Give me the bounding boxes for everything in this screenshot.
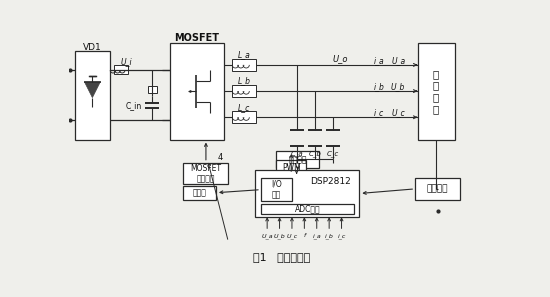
Text: VD1: VD1 [83,43,102,52]
Text: MOSFET: MOSFET [174,33,219,43]
Text: i_c: i_c [338,233,346,239]
Text: C_a: C_a [291,150,304,157]
Text: i_a: i_a [312,233,321,239]
Bar [232,59,256,71]
Text: 采样电路: 采样电路 [427,184,448,193]
Text: U_a: U_a [391,56,405,65]
Text: DSP2812: DSP2812 [310,176,350,186]
Text: U_c: U_c [287,233,298,239]
Text: C_c: C_c [327,150,339,157]
Bar [184,186,216,200]
Bar [277,151,319,168]
Text: U_c: U_c [391,108,405,117]
Text: ADC通道: ADC通道 [295,204,320,213]
Text: MOSFET
隔离驱动: MOSFET 隔离驱动 [190,164,222,183]
Text: 图1   系统原理图: 图1 系统原理图 [253,252,311,262]
Text: C_in: C_in [125,101,141,110]
Bar [277,160,306,174]
Bar [232,111,256,124]
Bar [255,170,359,217]
Text: I/O
通道: I/O 通道 [271,180,282,199]
Bar [114,65,128,74]
Bar [232,85,256,97]
Bar [261,178,292,201]
Text: U_b: U_b [274,233,285,239]
Bar [417,43,455,140]
Text: U_i: U_i [120,57,132,66]
Text: f: f [303,233,305,238]
Bar [415,178,460,200]
Text: 4: 4 [217,153,223,162]
Bar [261,203,354,214]
Text: PWM: PWM [282,163,300,172]
Text: i_a: i_a [373,56,384,65]
Text: U_b: U_b [391,82,405,91]
Text: L_c: L_c [238,103,250,112]
Text: i_b: i_b [324,233,334,239]
Bar [169,43,224,140]
Text: C_b: C_b [309,150,322,157]
Text: U_a: U_a [261,233,273,239]
Bar [184,163,228,184]
Text: U_o: U_o [332,54,348,63]
Text: i_b: i_b [373,82,384,91]
Text: 开关量: 开关量 [193,188,207,197]
Text: L_a: L_a [238,50,250,59]
Text: 开关滤波: 开关滤波 [289,155,307,164]
Text: i_c: i_c [373,108,384,117]
Bar [75,51,110,140]
Text: L_b: L_b [238,77,250,86]
Polygon shape [85,82,100,98]
Text: 三
相
负
载: 三 相 负 载 [433,69,439,114]
Bar [148,86,157,93]
